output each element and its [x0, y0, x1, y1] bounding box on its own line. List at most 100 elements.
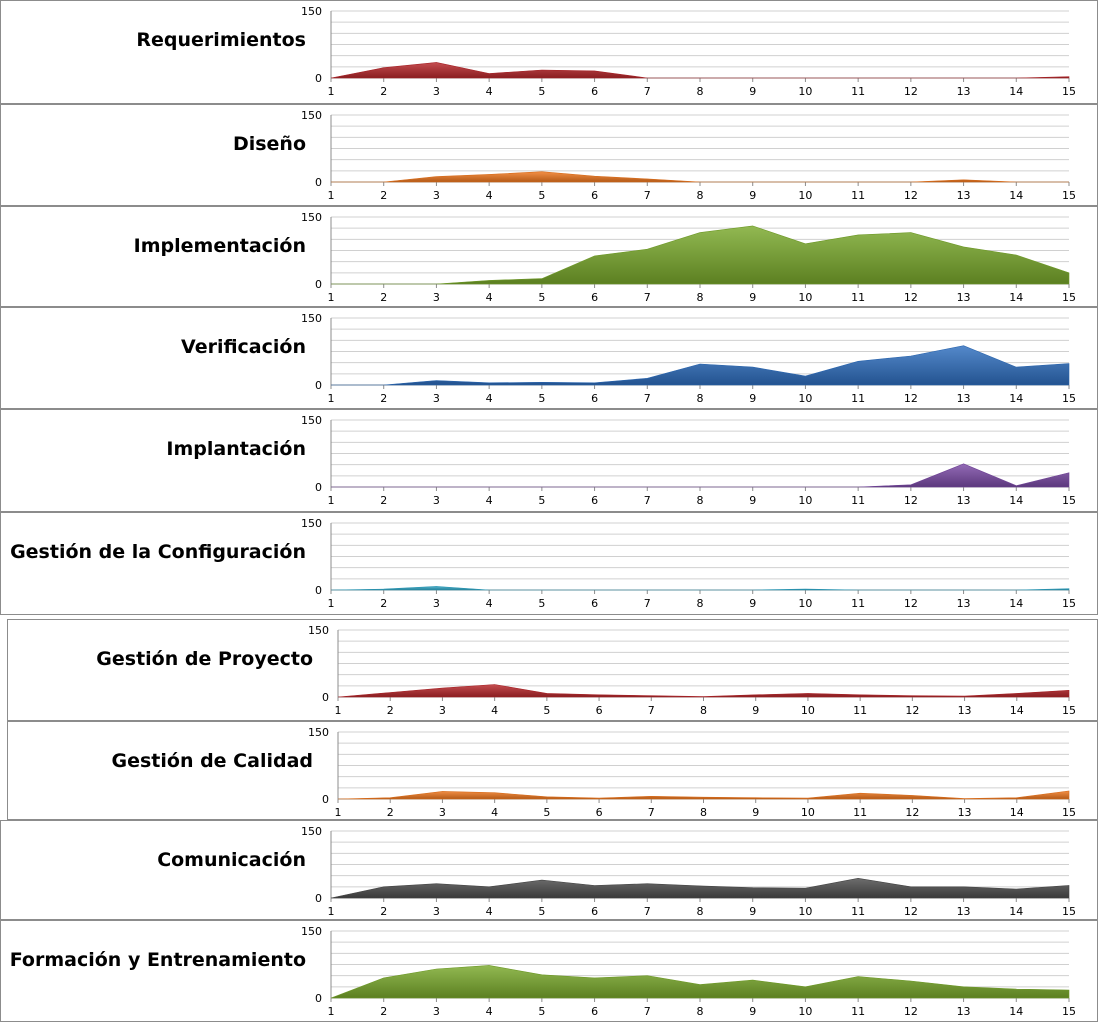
x-tick-label: 1	[328, 597, 335, 610]
x-tick-label: 14	[1010, 806, 1024, 819]
y-tick-label: 0	[322, 691, 329, 704]
x-tick-label: 5	[538, 392, 545, 405]
x-tick-label: 4	[486, 494, 493, 507]
area-series	[331, 225, 1070, 285]
x-tick-label: 9	[749, 392, 756, 405]
x-tick-label: 2	[380, 291, 387, 304]
x-tick-label: 8	[697, 291, 704, 304]
chart-panel: Implantación 150 0 1 2 3 4 5 6 7 8 9 10 11 12 13 14 15	[0, 409, 1098, 512]
x-tick-label: 1	[328, 1005, 335, 1018]
x-tick-label: 6	[591, 1005, 598, 1018]
y-tick-label: 150	[308, 624, 329, 637]
x-tick-label: 8	[697, 494, 704, 507]
x-tick-label: 8	[697, 1005, 704, 1018]
x-tick-label: 15	[1062, 704, 1076, 717]
y-tick-label: 0	[315, 72, 322, 85]
x-tick-label: 7	[644, 1005, 651, 1018]
area-series	[331, 171, 1069, 183]
x-tick-label: 13	[957, 189, 971, 202]
x-tick-label: 8	[697, 85, 704, 98]
x-tick-label: 1	[328, 494, 335, 507]
x-tick-label: 3	[439, 704, 446, 717]
y-tick-label: 0	[315, 584, 322, 597]
x-tick-label: 14	[1009, 905, 1023, 918]
y-tick-label: 0	[315, 379, 322, 392]
chart-panel: Requerimientos 150 0 1 2 3 4 5 6 7 8 9 10 11 12 13 14 15	[0, 0, 1098, 104]
x-tick-label: 10	[798, 291, 812, 304]
y-tick-label: 150	[301, 517, 322, 530]
x-tick-label: 13	[957, 392, 971, 405]
x-tick-label: 2	[387, 704, 394, 717]
x-tick-label: 9	[749, 494, 756, 507]
x-tick-label: 6	[591, 189, 598, 202]
x-tick-label: 12	[905, 806, 919, 819]
area-series	[330, 877, 1070, 899]
y-tick-label: 150	[301, 211, 322, 224]
area-series	[330, 965, 1070, 999]
x-tick-label: 7	[644, 392, 651, 405]
x-tick-label: 11	[851, 494, 865, 507]
x-tick-label: 6	[591, 494, 598, 507]
x-tick-label: 12	[904, 597, 918, 610]
x-tick-label: 3	[433, 392, 440, 405]
x-tick-label: 11	[851, 392, 865, 405]
x-tick-label: 15	[1062, 1005, 1076, 1018]
x-tick-label: 15	[1062, 85, 1076, 98]
x-tick-label: 12	[904, 494, 918, 507]
chart-title: Implementación	[133, 235, 306, 257]
chart-panel: Gestión de Calidad 150 0 1 2 3 4 5 6 7 8 9 10 11 12 13 1…	[7, 721, 1098, 820]
chart-title: Requerimientos	[136, 29, 306, 51]
chart-panel: Gestión de la Configuración 150 0 1 2 3 4 5 6 7 8 9…	[0, 512, 1098, 615]
x-tick-label: 2	[380, 392, 387, 405]
x-tick-label: 10	[801, 806, 815, 819]
x-tick-label: 13	[957, 85, 971, 98]
x-tick-label: 12	[904, 291, 918, 304]
x-tick-label: 1	[328, 189, 335, 202]
x-tick-label: 5	[543, 806, 550, 819]
x-tick-label: 11	[851, 291, 865, 304]
x-tick-label: 6	[591, 392, 598, 405]
x-tick-label: 1	[335, 806, 342, 819]
x-tick-label: 6	[591, 597, 598, 610]
x-tick-label: 7	[644, 85, 651, 98]
x-tick-label: 5	[543, 704, 550, 717]
chart-panel: Gestión de Proyecto 150 0 1 2 3 4 5 6 7 8 9 10 11 12 13…	[7, 619, 1098, 721]
x-tick-label: 11	[851, 597, 865, 610]
x-tick-label: 1	[328, 905, 335, 918]
x-tick-label: 9	[752, 806, 759, 819]
x-tick-label: 7	[644, 905, 651, 918]
x-tick-label: 11	[851, 189, 865, 202]
x-tick-label: 5	[538, 85, 545, 98]
x-tick-label: 7	[648, 806, 655, 819]
x-tick-label: 6	[596, 704, 603, 717]
x-tick-label: 2	[380, 905, 387, 918]
chart-panel: Diseño 150 0 1 2 3 4 5 6 7 8 9 10 11 12 13 14 15	[0, 104, 1098, 206]
x-tick-label: 12	[904, 85, 918, 98]
x-tick-label: 5	[538, 597, 545, 610]
x-tick-label: 4	[486, 392, 493, 405]
chart-panel: Verificación 150 0 1 2 3 4 5 6 7 8 9 10 11 12 13 14 15	[0, 307, 1098, 409]
x-tick-label: 2	[380, 494, 387, 507]
y-tick-label: 150	[301, 312, 322, 325]
chart-title: Implantación	[166, 438, 306, 460]
x-tick-label: 11	[853, 704, 867, 717]
x-tick-label: 15	[1062, 597, 1076, 610]
x-tick-label: 11	[853, 806, 867, 819]
x-tick-label: 13	[958, 806, 972, 819]
x-tick-label: 8	[700, 704, 707, 717]
x-tick-label: 12	[904, 189, 918, 202]
area-series	[337, 684, 1070, 698]
x-tick-label: 13	[957, 1005, 971, 1018]
x-tick-label: 7	[644, 189, 651, 202]
chart-panel: Comunicación 150 0 1 2 3 4 5 6 7 8 9 10 11 12 13 14 15	[0, 820, 1098, 920]
x-tick-label: 3	[433, 905, 440, 918]
x-tick-label: 9	[749, 85, 756, 98]
x-tick-label: 12	[904, 905, 918, 918]
y-tick-label: 0	[322, 793, 329, 806]
x-tick-label: 13	[958, 704, 972, 717]
x-tick-label: 5	[538, 494, 545, 507]
